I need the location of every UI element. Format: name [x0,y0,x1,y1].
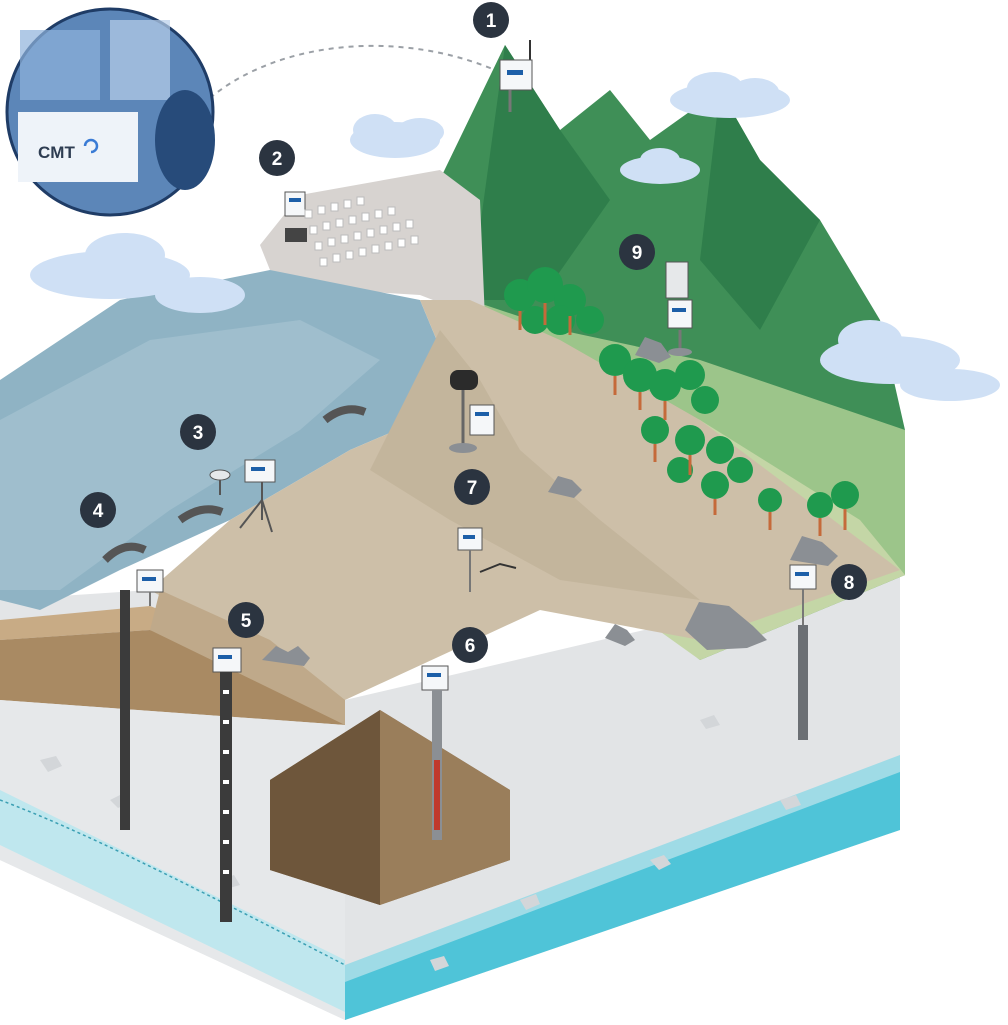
cloud [30,233,245,313]
groundwater-layer-right [345,770,900,1020]
devices [102,40,817,922]
marker-circle [454,469,490,505]
rocks [262,337,838,666]
logo-swirl-icon [83,138,99,154]
marker-circle [259,140,295,176]
marker-7: 7 [454,469,490,505]
groundwater-layer-left [0,790,345,1012]
marker-circle [452,627,488,663]
marker-2: 2 [259,140,295,176]
groundwater-well [789,564,817,740]
inset-logo-text: CMT [38,143,75,162]
control-room-inset: CMT [5,7,215,217]
marker-3: 3 [180,414,216,450]
marker-circle [228,602,264,638]
marker-circle [619,234,655,270]
ground-block [0,570,900,1020]
marker-8: 8 [831,564,867,600]
marker-label: 3 [193,423,204,444]
markers: 1 2 3 4 5 6 7 8 9 [80,2,867,663]
marker-circle [831,564,867,600]
cloud [670,72,790,118]
clouds [30,72,1000,401]
marker-label: 8 [844,573,855,594]
marker-circle [80,492,116,528]
telemetry-link [209,44,496,99]
forest [504,267,859,536]
pond-level-station [209,459,276,533]
marker-circle [180,414,216,450]
tiltmeter-node [449,370,517,592]
marker-label: 6 [465,636,476,657]
pipe-discharge-sensor [102,405,367,830]
cloud [350,114,444,158]
marker-6: 6 [452,627,488,663]
marker-label: 9 [632,243,643,264]
marker-1: 1 [473,2,509,38]
cloud [820,320,1000,401]
marker-label: 4 [93,501,104,522]
marker-label: 7 [467,478,478,499]
rock-wall-sensor-array [284,191,419,267]
marker-label: 2 [272,149,283,170]
piezometer-borehole [421,665,449,840]
gateway-station [499,40,533,112]
marker-9: 9 [619,234,655,270]
marker-label: 5 [241,611,252,632]
marker-label: 1 [486,11,497,32]
marker-circle [473,2,509,38]
cloud [620,148,700,184]
weather-station [665,261,693,356]
in-place-inclinometer [212,647,242,922]
marker-5: 5 [228,602,264,638]
marker-4: 4 [80,492,116,528]
excavation-pit [270,710,510,905]
